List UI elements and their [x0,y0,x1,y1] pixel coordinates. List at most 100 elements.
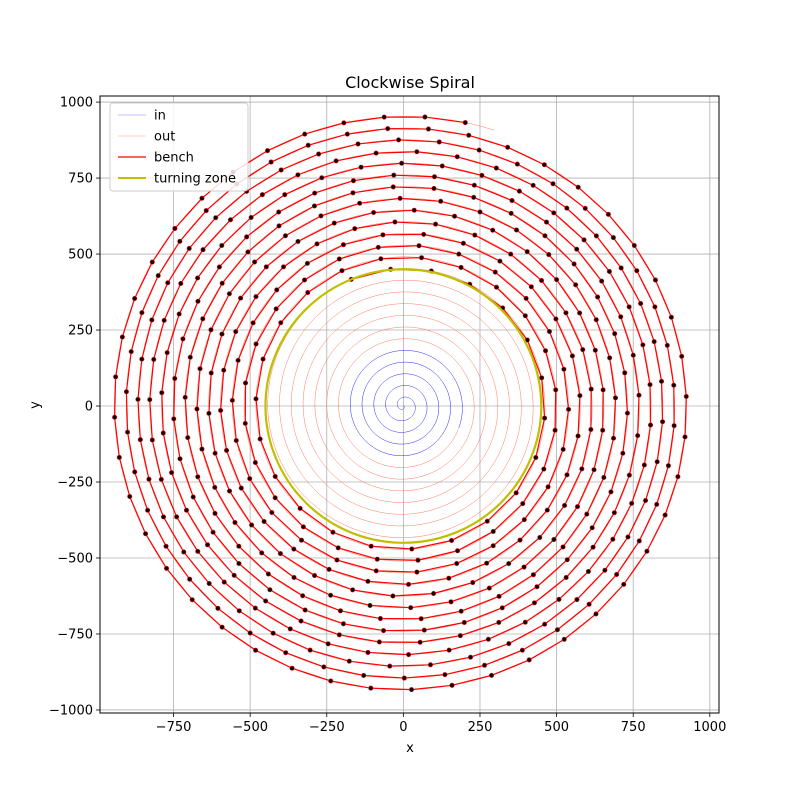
bench-point [564,557,570,563]
bench-point [273,306,279,312]
bench-point [378,256,384,262]
bench-point [631,243,637,249]
bench-point [514,161,520,167]
bench-point [236,561,242,567]
bench-point [116,454,122,460]
bench-point [470,580,476,586]
bench-point [630,352,636,358]
bench-point [219,280,225,286]
bench-point [208,327,214,333]
bench-point [267,587,273,593]
bench-point [493,165,499,171]
bench-point [212,484,218,490]
bench-point [605,211,611,217]
bench-point [421,627,427,633]
bench-point [477,209,483,215]
bench-point [245,249,251,255]
bench-point [419,255,425,261]
bench-point [357,200,363,206]
bench-point [278,320,284,326]
bench-point [541,466,547,472]
bench-point [155,273,161,279]
bench-point [305,290,311,296]
bench-point [263,264,269,270]
bench-point [496,593,502,599]
bench-point [333,158,339,164]
bench-point [340,242,346,248]
bench-point [181,549,187,555]
bench-point [618,265,624,271]
bench-point [580,347,586,353]
bench-point [219,331,225,337]
bench-point [289,665,295,671]
bench-point [537,535,543,541]
bench-point [561,636,567,642]
bench-point [564,472,570,478]
bench-point [648,422,654,428]
bench-point [190,494,196,500]
bench-point [165,280,171,286]
bench-point [634,268,640,274]
bench-point [560,446,566,452]
bench-point [252,605,258,611]
bench-point [252,460,258,466]
bench-point [635,433,641,439]
bench-point [521,517,527,523]
bench-point [260,356,266,362]
bench-point [573,282,579,288]
y-tick-label: 500 [68,248,93,263]
bench-point [161,317,167,323]
bench-point [652,277,658,283]
bench-point [203,208,209,214]
bench-point [269,510,275,516]
bench-point [346,658,352,664]
bench-point [272,495,278,501]
bench-point [679,353,685,359]
bench-point [350,178,356,184]
bench-point [328,592,334,598]
bench-point [622,370,628,376]
bench-point [149,317,155,323]
bench-point [671,382,677,388]
bench-point [352,226,358,232]
bench-point [490,543,496,549]
bench-point [671,423,677,429]
bench-point [297,505,303,511]
bench-point [508,210,514,216]
bench-point [337,608,343,614]
bench-point [326,566,332,572]
bench-point [147,397,153,403]
bench-point [602,567,608,573]
bench-point [452,213,458,219]
bench-point [253,647,259,653]
bench-point [626,472,632,478]
bench-point [472,232,478,238]
x-tick-label: −750 [156,720,192,735]
bench-point [551,537,557,543]
bench-point [542,621,548,627]
bench-point [365,578,371,584]
bench-point [421,231,427,237]
bench-point [621,581,627,587]
bench-point [238,295,244,301]
bench-point [282,233,288,239]
bench-point [314,241,320,247]
bench-point [390,593,396,599]
bench-point [132,469,138,475]
bench-point [358,164,364,170]
bench-point [544,507,550,513]
bench-point [541,162,547,168]
bench-point [172,225,178,231]
bench-point [638,300,644,306]
bench-point [553,387,559,393]
bench-point [164,350,170,356]
bench-point [233,329,239,335]
bench-point [259,550,265,556]
bench-point [521,564,527,570]
bench-point [219,243,225,249]
bench-point [643,498,649,504]
x-axis-label: x [406,741,414,756]
bench-point [409,687,415,693]
bench-point [125,429,131,435]
bench-point [311,203,317,209]
